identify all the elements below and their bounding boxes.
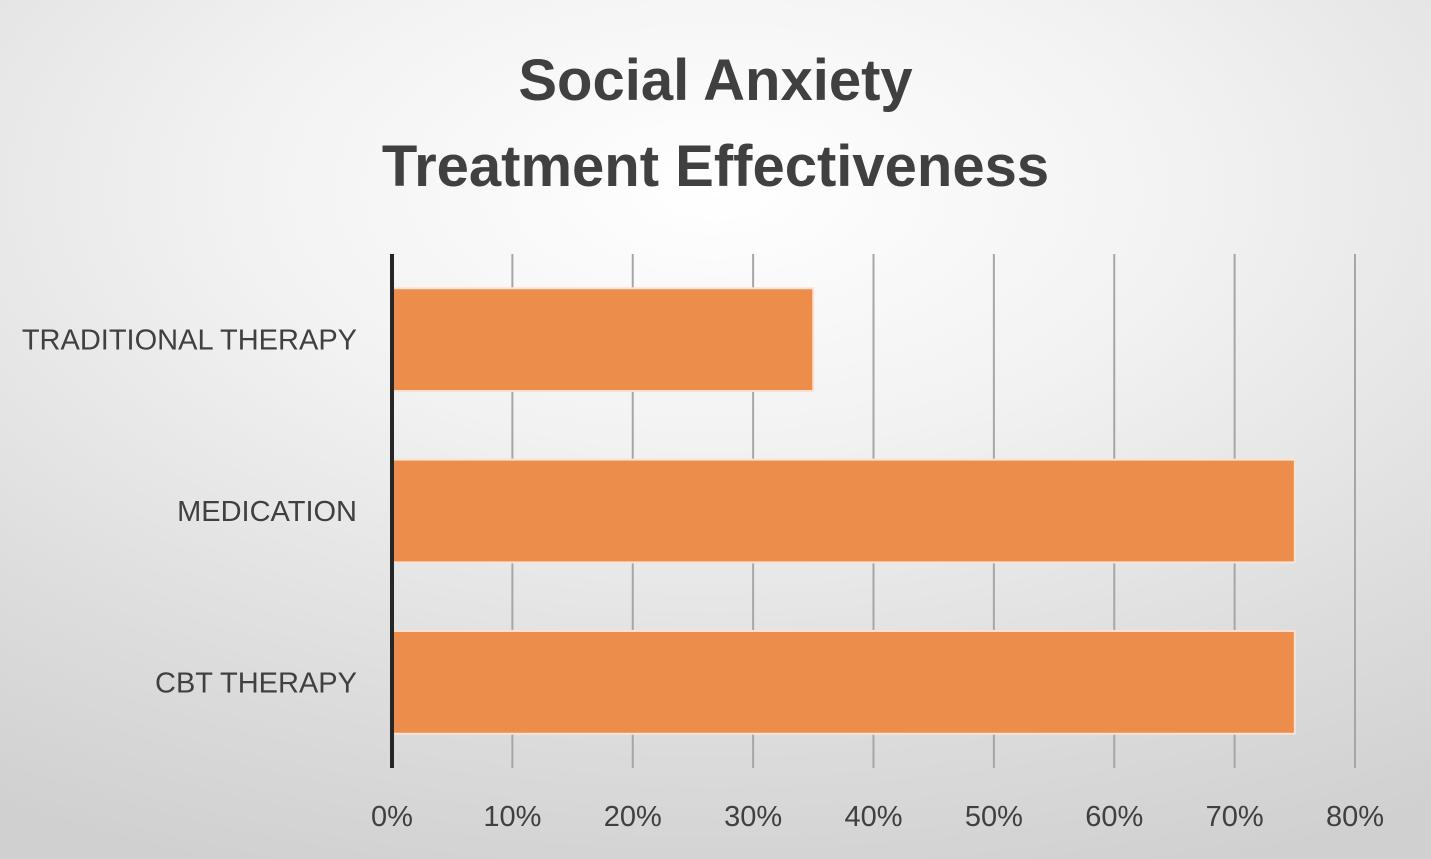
chart-title: Social Anxiety Treatment Effectiveness — [0, 38, 1431, 210]
x-tick-label: 0% — [371, 801, 413, 833]
bars — [391, 287, 1296, 735]
category-label: CBT THERAPY — [155, 667, 357, 699]
category-label: TRADITIONAL THERAPY — [22, 325, 357, 357]
chart-title-line-1: Social Anxiety — [518, 48, 913, 113]
bar — [391, 458, 1296, 564]
x-tick-label: 50% — [965, 801, 1023, 833]
x-tick-label: 30% — [724, 801, 782, 833]
chart-title-line-2: Treatment Effectiveness — [381, 134, 1050, 199]
x-tick-label: 40% — [844, 801, 902, 833]
category-labels: TRADITIONAL THERAPY MEDICATION CBT THERAPY — [22, 325, 357, 700]
category-label: MEDICATION — [177, 496, 357, 528]
x-tick-label: 80% — [1326, 801, 1384, 833]
x-tick-label: 60% — [1085, 801, 1143, 833]
x-tick-labels: 0% 10% 20% 30% 40% 50% 60% 70% 80% — [371, 801, 1384, 833]
x-tick-label: 10% — [483, 801, 541, 833]
bar — [391, 287, 815, 393]
x-tick-label: 20% — [604, 801, 662, 833]
bar — [391, 629, 1296, 735]
x-tick-label: 70% — [1206, 801, 1264, 833]
